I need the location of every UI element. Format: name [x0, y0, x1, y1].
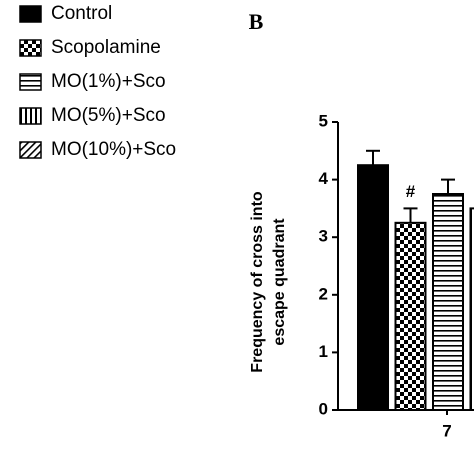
legend-label: MO(1%)+Sco [51, 71, 166, 92]
legend-label: Scopolamine [51, 37, 161, 58]
legend-label: MO(5%)+Sco [51, 105, 166, 126]
legend-swatch [19, 39, 42, 57]
bar [432, 193, 464, 411]
legend-swatch [19, 5, 42, 23]
y-tick-label: 3 [319, 227, 328, 246]
legend-swatch [19, 73, 42, 91]
bar [394, 221, 427, 411]
legend-swatch [19, 141, 42, 159]
y-tick-label: 5 [319, 111, 328, 130]
legend-label: MO(10%)+Sco [51, 139, 176, 160]
y-tick-label: 1 [319, 342, 328, 361]
y-tick-label: 2 [319, 284, 328, 303]
bar [357, 164, 389, 411]
y-axis-label: escape quadrant [271, 218, 288, 346]
legend-swatch [19, 107, 42, 125]
annotation: # [406, 182, 416, 201]
y-axis-label: Frequency of cross into [249, 191, 266, 373]
panel-label: B [249, 9, 264, 34]
x-tick-label: 7 [442, 421, 451, 440]
bar [469, 207, 474, 411]
y-tick-label: 4 [319, 169, 329, 188]
y-tick-label: 0 [319, 399, 328, 418]
legend-label: Control [51, 3, 112, 24]
